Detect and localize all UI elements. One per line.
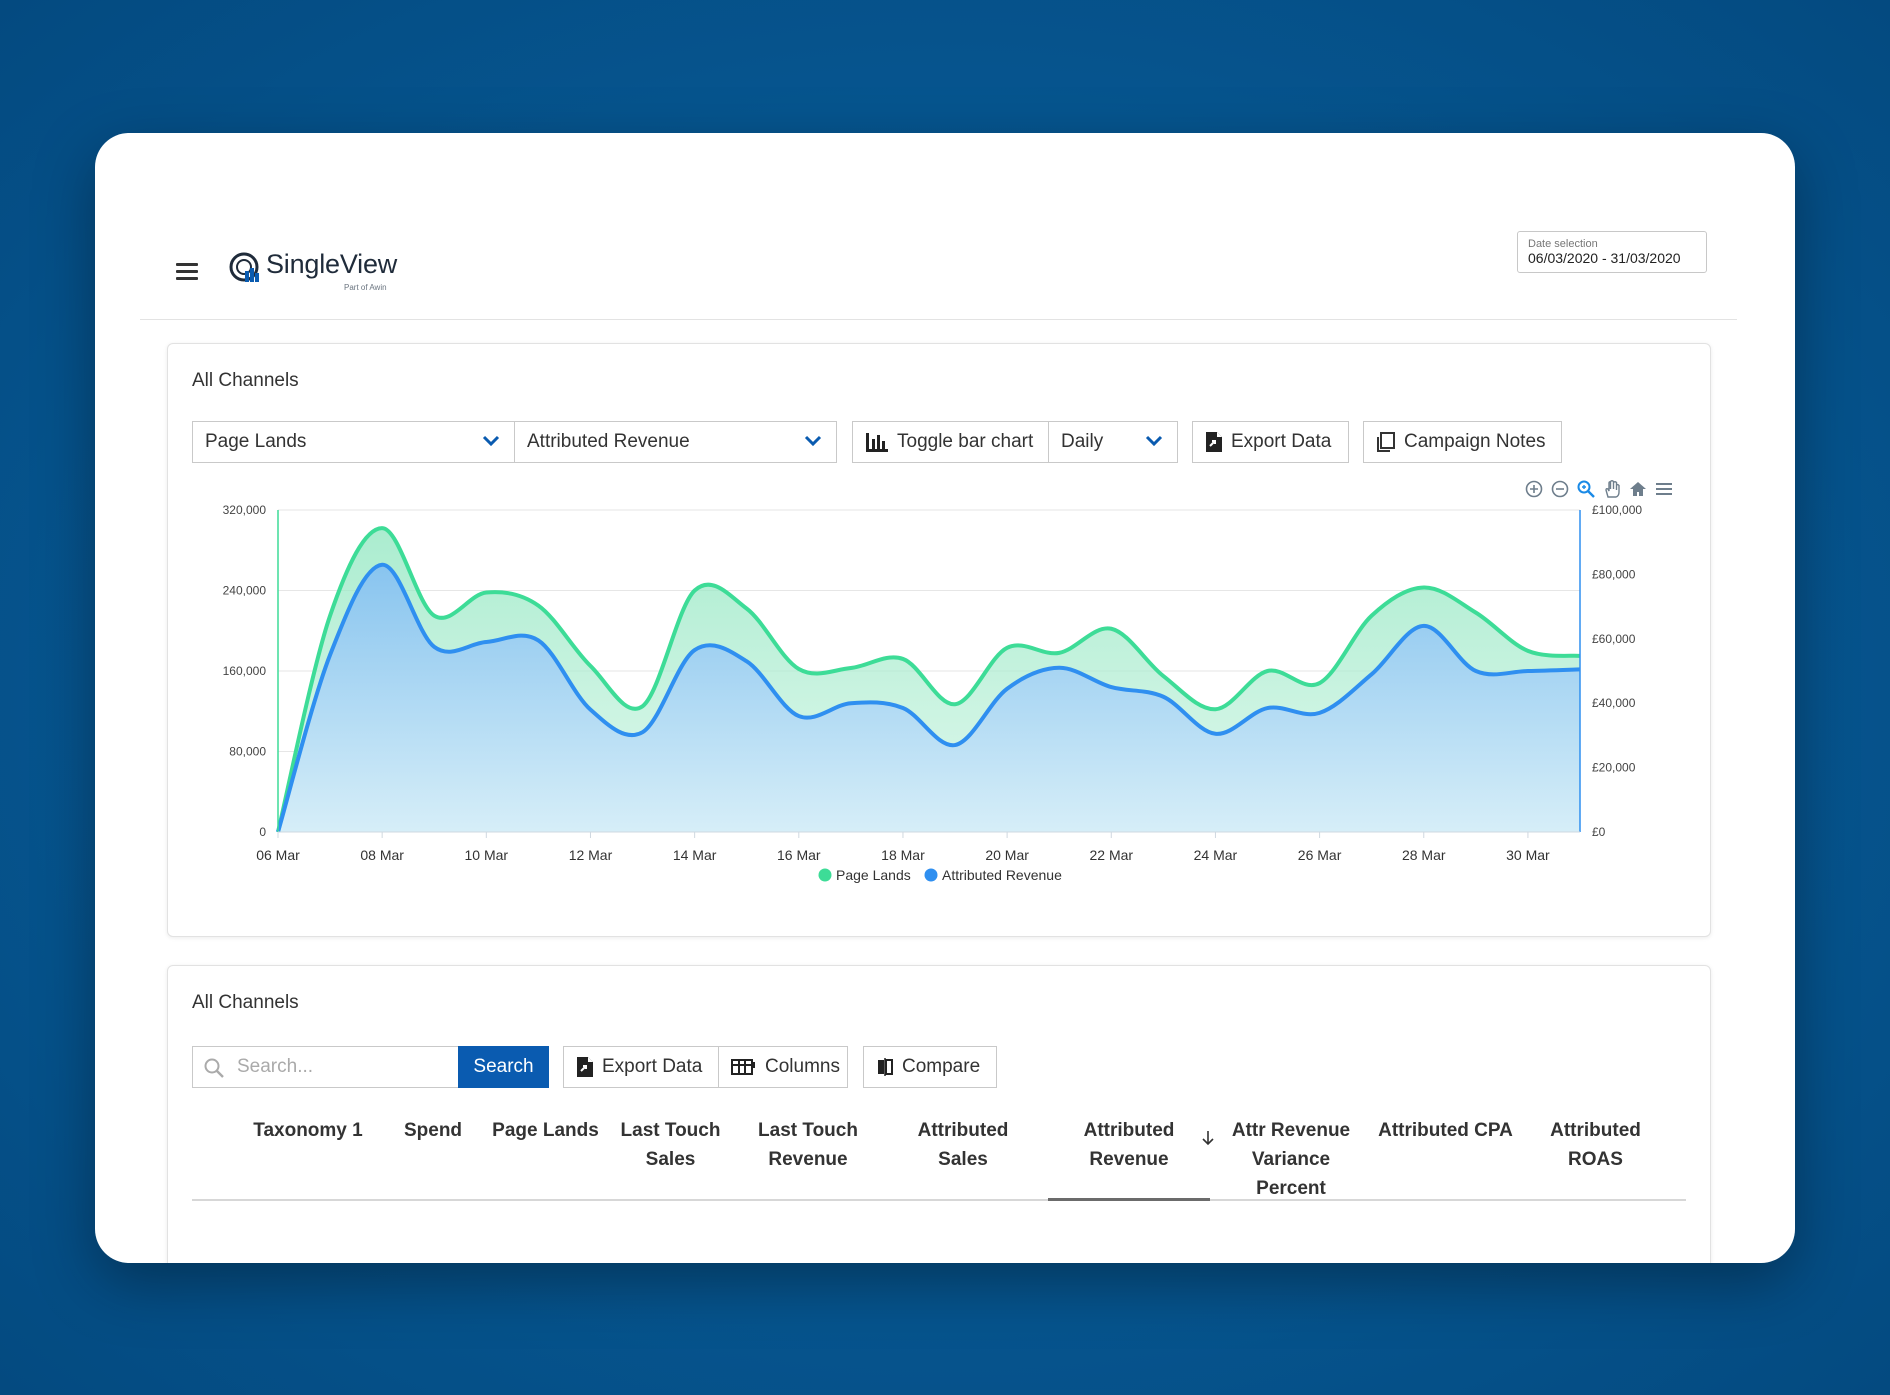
y-right-tick-label: £0 [1592,825,1606,839]
table-export-data-label: Export Data [602,1056,703,1077]
hamburger-menu-icon[interactable] [176,263,198,284]
x-tick-label: 06 Mar [256,847,300,863]
column-header-attr-revenue-variance-percent[interactable]: Attr Revenue Variance Percent [1231,1120,1351,1199]
column-header-spend[interactable]: Spend [403,1120,463,1141]
granularity-value: Daily [1061,431,1104,452]
search-button[interactable]: Search [458,1046,549,1088]
x-tick-label: 30 Mar [1506,847,1550,863]
x-tick-label: 26 Mar [1298,847,1342,863]
zoom-out-icon[interactable] [1550,479,1570,499]
date-selection-field[interactable]: Date selection 06/03/2020 - 31/03/2020 [1517,231,1707,273]
sort-descending-icon[interactable] [1202,1130,1214,1146]
y-right-tick-label: £80,000 [1592,567,1636,581]
x-tick-label: 16 Mar [777,847,821,863]
campaign-notes-button[interactable]: Campaign Notes [1363,421,1562,463]
chart-menu-icon[interactable] [1654,479,1674,499]
y-left-tick-label: 80,000 [229,745,266,759]
selection-zoom-icon[interactable] [1576,479,1596,499]
search-input[interactable] [235,1047,439,1087]
campaign-notes-label: Campaign Notes [1404,431,1546,452]
columns-table-icon [731,1058,757,1076]
legend-label: Page Lands [836,867,911,883]
column-header-last-touch-sales[interactable]: Last Touch Sales [620,1120,721,1170]
bar-chart-icon [865,431,889,453]
metric2-value: Attributed Revenue [527,431,690,452]
column-header-taxonomy-1[interactable]: Taxonomy 1 [253,1120,363,1141]
toggle-bar-chart-button[interactable]: Toggle bar chart [852,421,1049,463]
app-window: SingleView Part of Awin Date selection 0… [95,133,1795,1263]
page-lands-line [276,526,1581,833]
x-tick-label: 14 Mar [673,847,717,863]
x-tick-label: 08 Mar [360,847,404,863]
y-right-tick-label: £60,000 [1592,632,1636,646]
column-header-attributed-sales[interactable]: Attributed Sales [917,1120,1009,1170]
x-tick-label: 22 Mar [1089,847,1133,863]
chart-card: All Channels Page Lands Attributed Reven… [167,343,1711,937]
chart-toolbar [1524,479,1674,499]
table-header-divider [192,1199,1686,1201]
search-icon [204,1058,224,1078]
granularity-select[interactable]: Daily [1048,421,1178,463]
column-header-last-touch-revenue[interactable]: Last Touch Revenue [758,1120,858,1170]
x-tick-label: 12 Mar [569,847,613,863]
column-header-attributed-revenue[interactable]: Attributed Revenue [1083,1120,1175,1170]
column-header-page-lands[interactable]: Page Lands [492,1120,599,1141]
legend-label: Attributed Revenue [942,867,1062,883]
file-export-icon [1205,431,1223,453]
column-header-attributed-cpa[interactable]: Attributed CPA [1378,1120,1513,1141]
brand-subtitle: Part of Awin [344,283,387,292]
chevron-down-icon [804,435,822,447]
date-selection-value: 06/03/2020 - 31/03/2020 [1528,250,1681,266]
table-card-title: All Channels [192,992,299,1013]
notes-copy-icon [1376,432,1396,452]
chart-card-title: All Channels [192,370,299,391]
legend-marker [818,868,832,882]
chevron-down-icon [482,435,500,447]
y-left-tick-label: 0 [259,825,266,839]
singleview-logo-icon [229,252,259,282]
x-tick-label: 20 Mar [985,847,1029,863]
y-right-tick-label: £40,000 [1592,696,1636,710]
page-lands-revenue-chart: 0 80,000 160,000 240,000 320,000 £0 £20,000 £40… [223,503,1643,883]
compare-button[interactable]: Compare [863,1046,997,1088]
top-bar: SingleView Part of Awin Date selection 0… [140,223,1737,320]
pan-hand-icon[interactable] [1602,479,1622,499]
x-tick-label: 18 Mar [881,847,925,863]
attributed-revenue-area [278,564,1580,832]
file-export-icon [576,1056,594,1078]
x-tick-label: 24 Mar [1194,847,1238,863]
y-left-tick-label: 240,000 [223,584,267,598]
zoom-in-icon[interactable] [1524,479,1544,499]
date-selection-label: Date selection [1528,238,1598,250]
metric2-select[interactable]: Attributed Revenue [514,421,837,463]
x-tick-label: 28 Mar [1402,847,1446,863]
columns-button[interactable]: Columns [718,1046,848,1088]
y-left-tick-label: 320,000 [223,503,267,517]
attributed-revenue-line [276,562,1581,833]
search-box [192,1046,458,1088]
y-right-tick-label: £100,000 [1592,503,1642,517]
export-data-button[interactable]: Export Data [1192,421,1349,463]
y-left-tick-label: 160,000 [223,664,267,678]
x-tick-label: 10 Mar [465,847,509,863]
export-data-label: Export Data [1231,431,1332,452]
column-header-attributed-roas[interactable]: Attributed ROAS [1550,1120,1641,1170]
brand-name: SingleView [266,249,398,279]
legend-marker [924,868,938,882]
active-sort-indicator [1048,1198,1210,1201]
metric1-select[interactable]: Page Lands [192,421,515,463]
compare-icon [876,1057,894,1077]
compare-label: Compare [902,1056,981,1077]
toggle-bar-chart-label: Toggle bar chart [897,431,1034,452]
metric1-value: Page Lands [205,431,307,452]
chevron-down-icon [1145,435,1163,447]
table-export-data-button[interactable]: Export Data [563,1046,719,1088]
table-card: All Channels Search Export Data Columns … [167,965,1711,1263]
home-reset-icon[interactable] [1628,479,1648,499]
columns-label: Columns [765,1056,840,1077]
y-right-tick-label: £20,000 [1592,761,1636,775]
